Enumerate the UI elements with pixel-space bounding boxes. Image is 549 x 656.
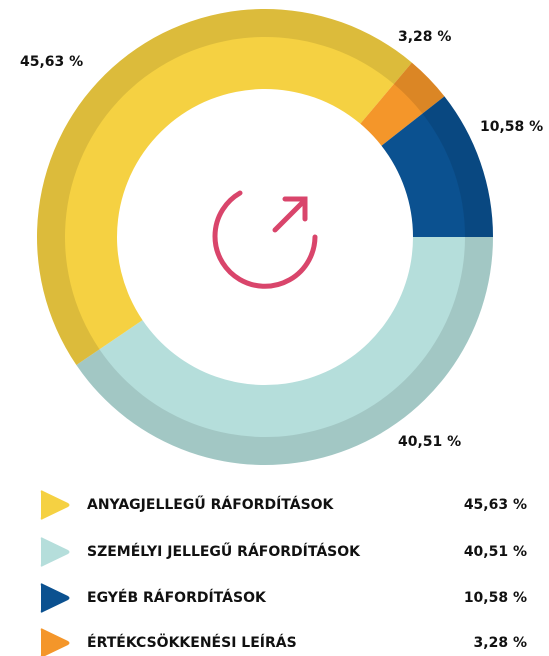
slice-band: [36, 8, 412, 366]
legend-value: 45,63 %: [464, 497, 527, 513]
legend-value: 3,28 %: [474, 635, 527, 651]
legend-marker: [40, 583, 70, 613]
slice-band: [393, 62, 445, 114]
slice-label: 45,63 %: [20, 54, 83, 70]
slice: [381, 96, 493, 238]
slice-band: [76, 237, 493, 465]
slice-label: 10,58 %: [480, 119, 543, 135]
legend-label: SZEMÉLYI JELLEGŰ RÁFORDÍTÁSOK: [87, 542, 361, 560]
legend-value: 10,58 %: [464, 590, 527, 606]
legend-value: 40,51 %: [464, 544, 527, 560]
donut: [36, 8, 493, 465]
legend-label: EGYÉB RÁFORDÍTÁSOK: [87, 589, 267, 606]
slice-band: [422, 96, 493, 238]
legend-marker: [40, 537, 70, 567]
slice-label: 3,28 %: [398, 29, 451, 45]
legend-marker: [40, 490, 70, 520]
slice-label: 40,51 %: [398, 434, 461, 450]
center-icon: [212, 190, 318, 289]
legend-label: ÉRTÉKCSÖKKENÉSI LEÍRÁS: [87, 633, 297, 651]
slice: [360, 62, 445, 146]
legend-label: ANYAGJELLEGŰ RÁFORDÍTÁSOK: [87, 495, 335, 513]
legend-marker: [40, 628, 70, 656]
slice: [36, 8, 412, 366]
slice: [76, 237, 493, 465]
